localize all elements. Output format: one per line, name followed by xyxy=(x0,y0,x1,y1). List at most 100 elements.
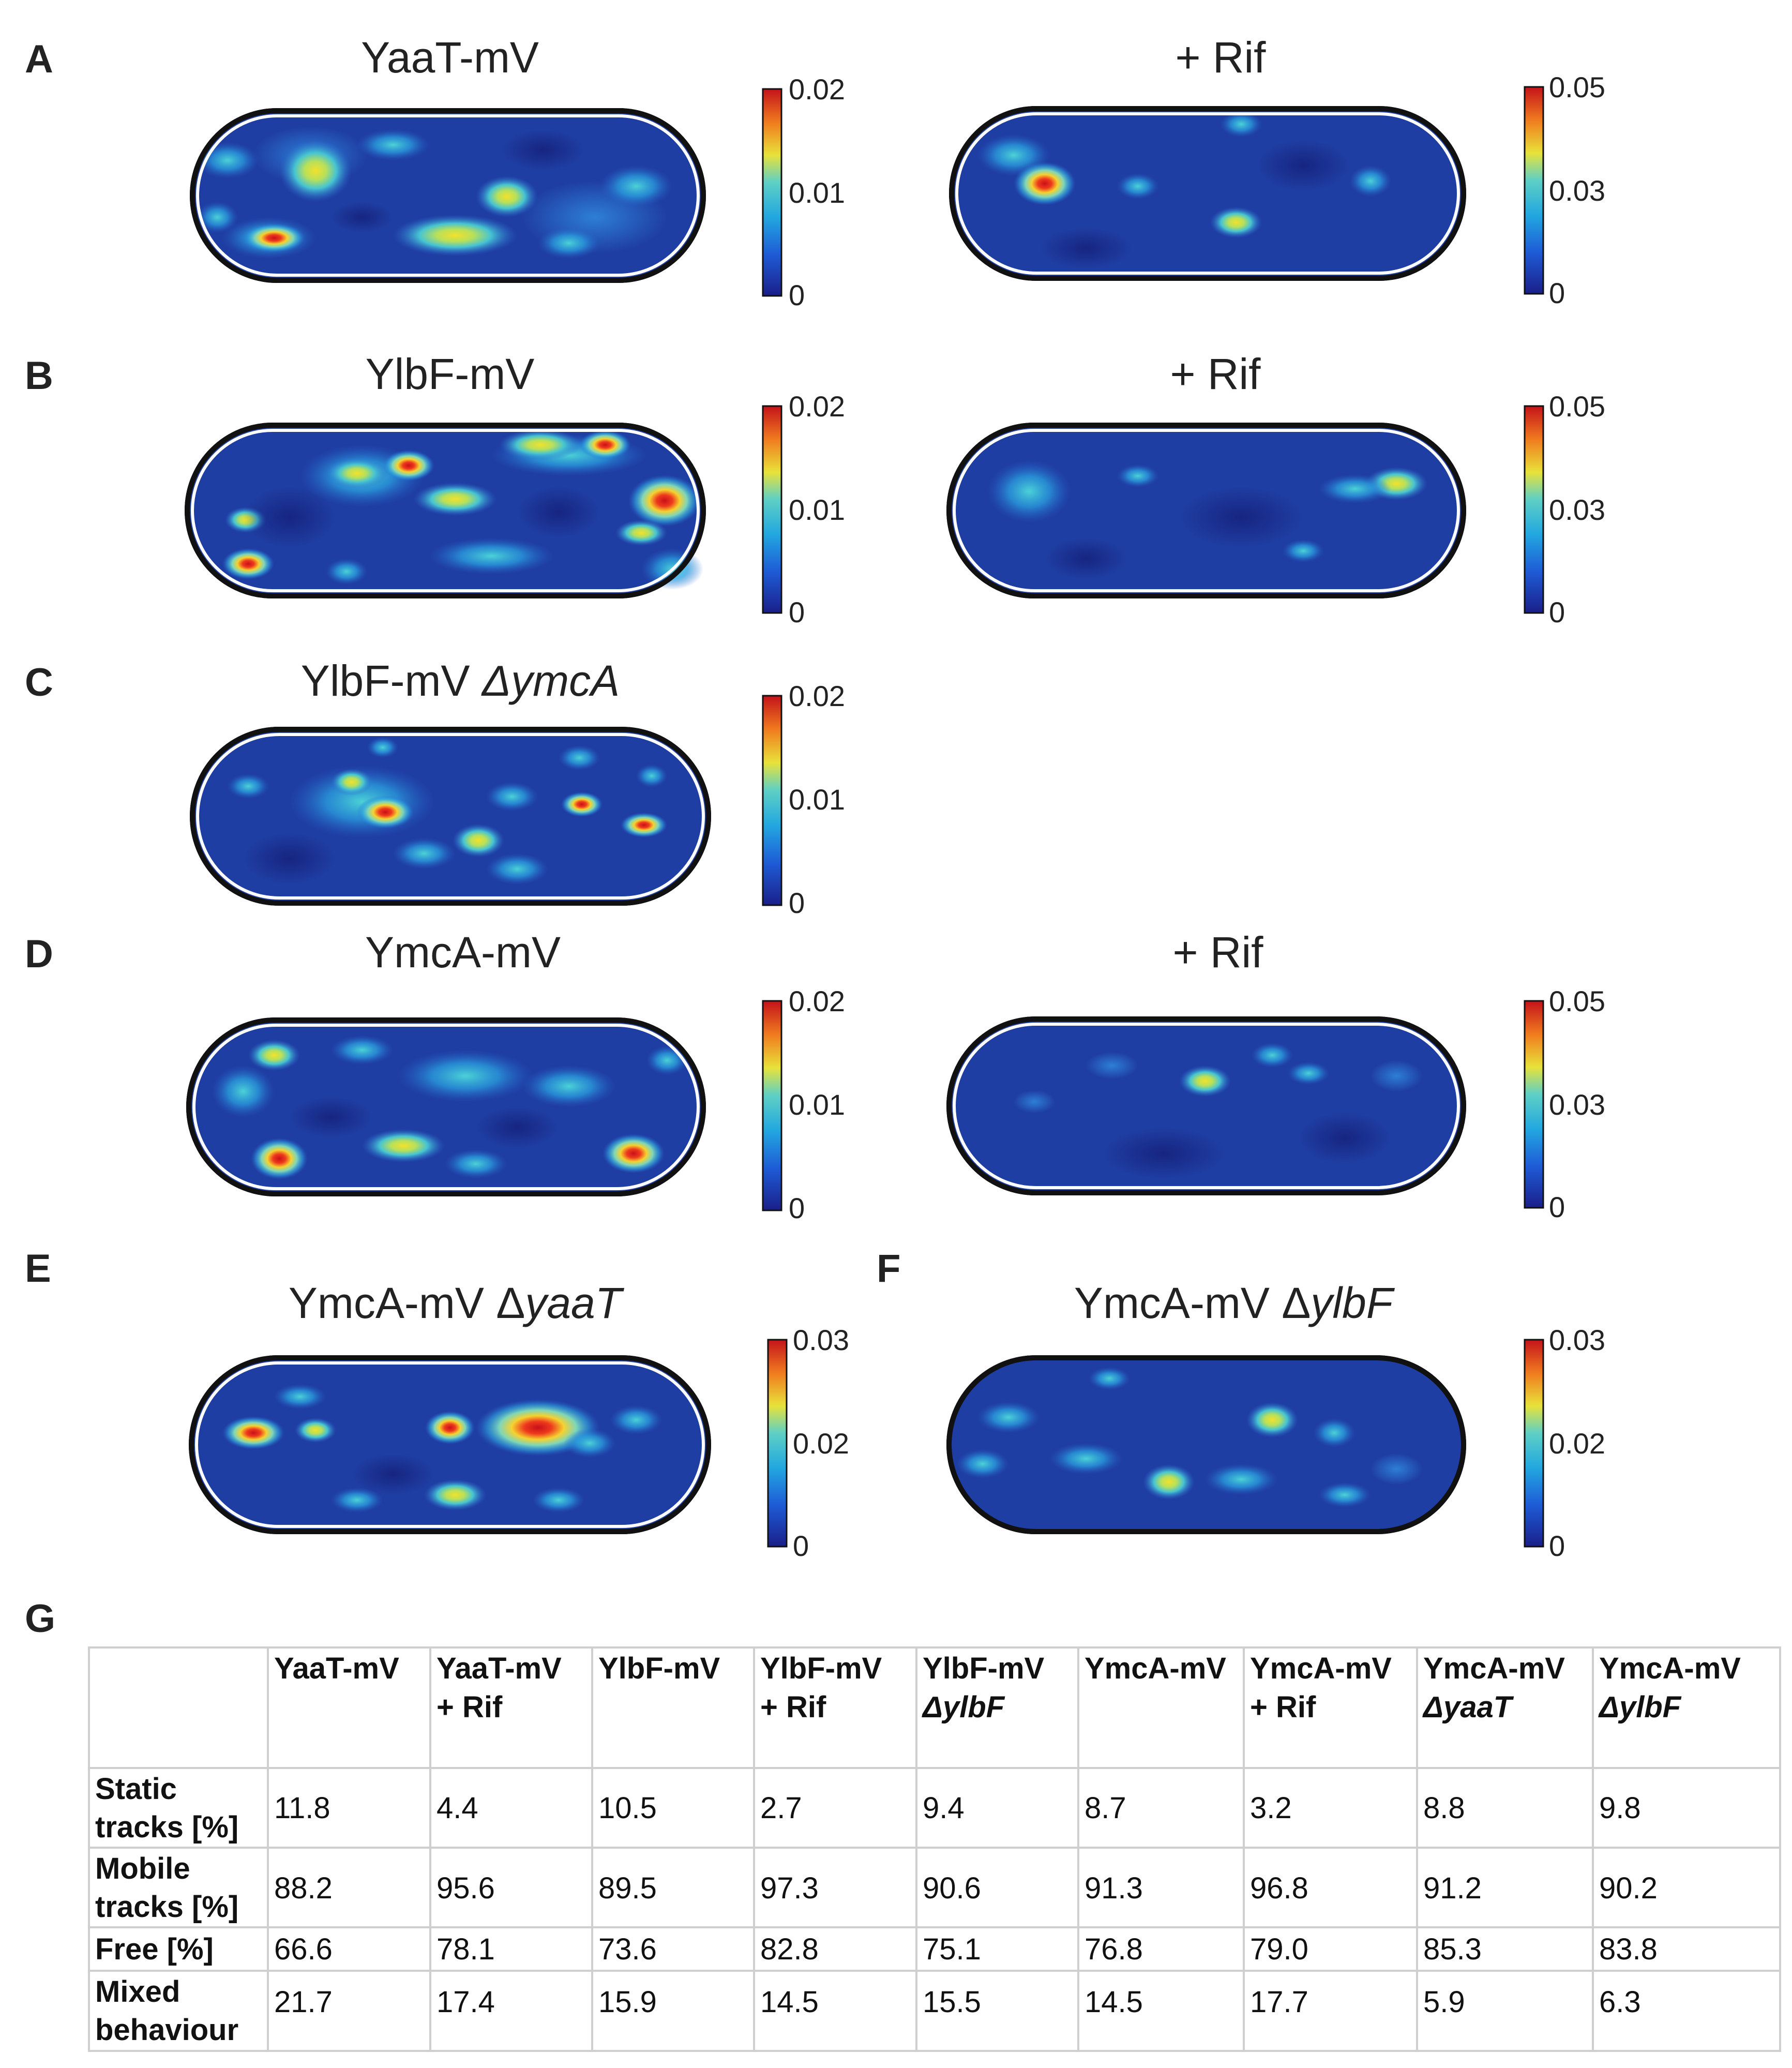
table-cell: 88.2 xyxy=(274,1871,333,1905)
table-cell: 73.6 xyxy=(598,1932,657,1966)
heatmap xyxy=(185,423,706,598)
table-grid xyxy=(88,1646,1781,2052)
row-label: Mobile xyxy=(95,1852,190,1885)
panel-e: E YmcA-mV ΔyaaT 0.03 0.02 0 xyxy=(25,1247,849,1562)
column-header: YmcA-mV xyxy=(1085,1652,1226,1685)
panel-letter: D xyxy=(25,932,53,976)
colorbar-tick: 0 xyxy=(789,279,805,311)
colorbar-tick: 0 xyxy=(1549,596,1565,628)
table-cell: 4.4 xyxy=(436,1791,478,1825)
colorbar-tick: 0.03 xyxy=(1549,174,1605,207)
colorbar: 0.05 0.03 0 xyxy=(1524,390,1605,628)
colorbar: 0.03 0.02 0 xyxy=(767,1324,849,1562)
table-cell: 91.2 xyxy=(1423,1871,1482,1905)
table-cell: 14.5 xyxy=(760,1985,819,2019)
column-header: YmcA-mV xyxy=(1599,1652,1741,1685)
panel-letter: G xyxy=(25,1597,55,1641)
table-cell: 11.8 xyxy=(274,1791,330,1825)
column-header: ΔyaaT xyxy=(1422,1690,1514,1724)
column-header: YmcA-mV xyxy=(1250,1652,1392,1685)
panel-title: YmcA-mV ΔyaaT xyxy=(289,1279,625,1327)
row-label: behaviour xyxy=(95,2013,238,2047)
colorbar: 0.02 0.01 0 xyxy=(762,985,845,1224)
colorbar-tick: 0 xyxy=(1549,1530,1565,1562)
colorbar-tick: 0.02 xyxy=(789,680,845,712)
panel-title: + Rif xyxy=(1172,928,1263,977)
heatmap xyxy=(189,1355,711,1534)
colorbar-tick: 0 xyxy=(789,1192,805,1224)
colorbar-tick: 0.01 xyxy=(789,493,845,526)
panel-title: YaaT-mV xyxy=(361,33,539,82)
table-cell: 89.5 xyxy=(598,1871,657,1905)
colorbar-tick: 0.01 xyxy=(789,1088,845,1121)
table-cell: 5.9 xyxy=(1423,1985,1465,2019)
heatmap xyxy=(946,1016,1466,1195)
table-cell: 17.7 xyxy=(1250,1985,1308,2019)
table-cell: 76.8 xyxy=(1085,1932,1143,1966)
heatmap xyxy=(186,1017,706,1196)
table-cell: 90.2 xyxy=(1599,1871,1658,1905)
table-cell: 8.7 xyxy=(1085,1791,1126,1825)
table-header: YaaT-mV YaaT-mV + Rif YlbF-mV YlbF-mV + … xyxy=(274,1652,1741,1724)
colorbar-tick: 0.01 xyxy=(789,176,845,209)
table-cell: 95.6 xyxy=(436,1871,495,1905)
table-cell: 82.8 xyxy=(760,1932,819,1966)
table-cell: 15.5 xyxy=(923,1985,981,2019)
panel-c: C YlbF-mV ΔymcA 0.02 0.01 0 xyxy=(25,656,845,919)
heatmap xyxy=(949,106,1466,281)
colorbar-tick: 0 xyxy=(789,596,805,628)
table-cell: 10.5 xyxy=(598,1791,657,1825)
column-header: YmcA-mV xyxy=(1423,1652,1565,1685)
panel-letter: A xyxy=(25,37,53,81)
colorbar-tick: 0.02 xyxy=(789,390,845,423)
colorbar-tick: 0 xyxy=(1549,277,1565,309)
panel-d: D YmcA-mV 0.02 0.01 0 xyxy=(25,928,845,1224)
panel-title: YmcA-mV ΔylbF xyxy=(1074,1279,1395,1327)
panel-b-rif: + Rif 0.05 0.03 0 xyxy=(946,350,1605,628)
table-cell: 14.5 xyxy=(1085,1985,1143,2019)
heatmap xyxy=(190,727,711,906)
table-cell: 85.3 xyxy=(1423,1932,1482,1966)
column-header: YaaT-mV xyxy=(436,1652,562,1685)
panel-letter: C xyxy=(25,661,53,705)
panel-letter: B xyxy=(25,354,53,398)
table-cell: 83.8 xyxy=(1599,1932,1658,1966)
panel-letter: F xyxy=(877,1247,900,1291)
column-header: YaaT-mV xyxy=(274,1652,399,1685)
table-cell: 21.7 xyxy=(274,1985,333,2019)
colorbar-tick: 0.02 xyxy=(789,985,845,1017)
panel-a-rif: + Rif 0.05 0.03 0 xyxy=(949,33,1605,309)
colorbar-tick: 0.01 xyxy=(789,783,845,816)
column-header: YlbF-mV xyxy=(923,1652,1045,1685)
table-cell: 79.0 xyxy=(1250,1932,1308,1966)
row-label: tracks [%] xyxy=(95,1810,238,1844)
panel-title: + Rif xyxy=(1175,33,1266,82)
row-label: tracks [%] xyxy=(95,1890,238,1924)
panel-title: YlbF-mV ΔymcA xyxy=(301,656,620,705)
colorbar-tick: 0 xyxy=(793,1530,809,1562)
heatmap xyxy=(946,1355,1466,1534)
column-header: + Rif xyxy=(760,1690,826,1724)
column-header: ΔylbF xyxy=(1598,1690,1682,1724)
colorbar: 0.02 0.01 0 xyxy=(762,390,845,628)
colorbar: 0.02 0.01 0 xyxy=(762,680,845,919)
table-cell: 90.6 xyxy=(923,1871,981,1905)
column-header: + Rif xyxy=(436,1690,503,1724)
colorbar: 0.02 0.01 0 xyxy=(762,73,845,311)
panel-d-rif: + Rif 0.05 0.03 0 xyxy=(946,928,1605,1223)
colorbar-tick: 0.05 xyxy=(1549,390,1605,423)
panel-title: YlbF-mV xyxy=(366,350,535,398)
colorbar-tick: 0 xyxy=(789,887,805,919)
column-header: ΔylbF xyxy=(922,1690,1005,1724)
heatmap xyxy=(190,108,706,283)
colorbar-tick: 0.05 xyxy=(1549,985,1605,1017)
row-labels: Static tracks [%] Mobile tracks [%] Free… xyxy=(95,1772,238,2047)
table-cell: 91.3 xyxy=(1085,1871,1143,1905)
panel-g-table: G YaaT-mV YaaT-mV + Rif YlbF-mV YlbF-mV … xyxy=(25,1597,1781,2052)
table-cell: 6.3 xyxy=(1599,1985,1641,2019)
panel-title: YmcA-mV xyxy=(365,928,561,977)
heatmap xyxy=(946,423,1466,598)
table-cell: 66.6 xyxy=(274,1932,333,1966)
table-cell: 75.1 xyxy=(923,1932,981,1966)
